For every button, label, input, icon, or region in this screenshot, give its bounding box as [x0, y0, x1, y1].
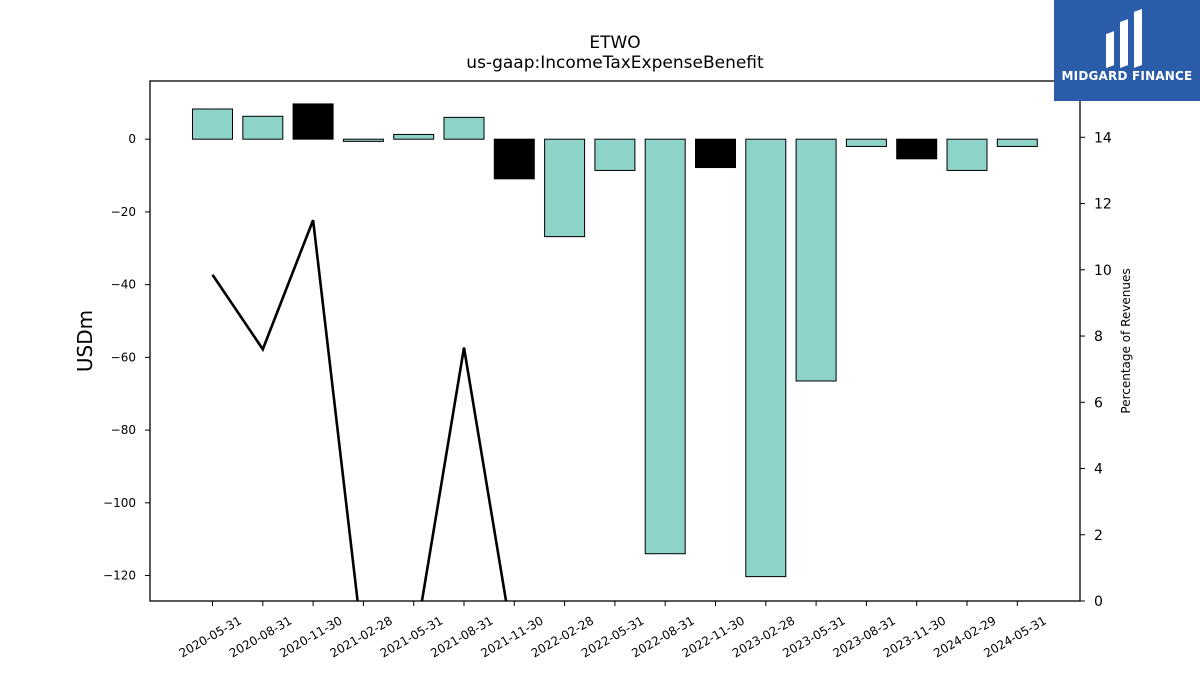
y-right-tick-label: 2 — [1094, 528, 1103, 544]
bar-2021-08-31 — [443, 116, 485, 140]
y-right-tick-label: 6 — [1094, 395, 1103, 411]
chart-subtitle: us-gaap:IncomeTaxExpenseBenefit — [466, 53, 764, 73]
bar-2020-05-31 — [192, 108, 233, 140]
bar-2023-05-31 — [795, 138, 837, 382]
y-right-tick-label: 4 — [1094, 462, 1103, 478]
bars-group — [192, 103, 1038, 578]
bar-2023-08-31 — [845, 138, 887, 147]
y-axis-label-left: USDm — [73, 310, 97, 372]
y-left-tick-label: −120 — [103, 569, 136, 583]
y-right-tick-label: 10 — [1094, 263, 1112, 279]
bar-2021-02-28 — [342, 138, 384, 142]
bar-2021-11-30 — [493, 138, 535, 180]
y-right-tick-label: 8 — [1094, 329, 1103, 345]
y-axis-label-right: Percentage of Revenues — [1119, 268, 1133, 413]
midgard-finance-logo: MIDGARD FINANCE — [1054, 0, 1200, 101]
bar-2022-02-28 — [544, 138, 586, 238]
bar-2021-05-31 — [393, 133, 435, 140]
y-left-tick-label: −100 — [103, 496, 136, 510]
bar-2024-02-29 — [946, 138, 988, 171]
bar-2024-05-31 — [996, 138, 1038, 147]
y-left-tick-label: −80 — [111, 423, 136, 437]
bar-2022-11-30 — [695, 138, 736, 169]
y-right-tick-label: 0 — [1094, 594, 1103, 610]
y-left-tick-label: −20 — [111, 205, 136, 219]
y-right-tick-label: 12 — [1094, 197, 1112, 213]
bar-2022-05-31 — [594, 138, 636, 171]
line-series-pct-revenues — [211, 219, 508, 601]
line-group — [211, 219, 508, 601]
bar-2023-11-30 — [896, 138, 938, 160]
bar-2020-08-31 — [242, 115, 284, 140]
bar-2023-02-28 — [745, 138, 787, 578]
logo-mark-icon — [1054, 0, 1200, 101]
logo-text: MIDGARD FINANCE — [1061, 69, 1193, 83]
y-left-tick-label: 0 — [128, 132, 136, 146]
bar-2022-08-31 — [644, 138, 686, 555]
y-left-tick-label: −40 — [111, 278, 136, 292]
chart-title: ETWO — [589, 33, 640, 53]
bar-2020-11-30 — [292, 103, 334, 140]
y-left-tick-label: −60 — [111, 350, 136, 364]
y-right-tick-label: 14 — [1094, 130, 1112, 146]
